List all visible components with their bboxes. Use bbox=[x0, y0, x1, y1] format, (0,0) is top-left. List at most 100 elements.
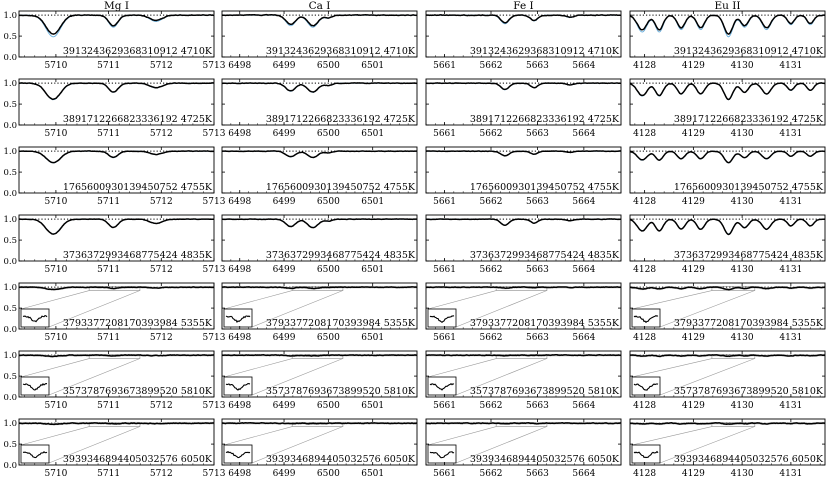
panel-frame bbox=[18, 282, 215, 330]
observed-spectrum bbox=[630, 354, 825, 358]
y-tick-label: 1.0 bbox=[3, 79, 17, 89]
x-tick-label: 5712 bbox=[150, 129, 173, 139]
observed-spectrum bbox=[630, 218, 825, 236]
x-tick-label: 4130 bbox=[731, 469, 754, 479]
star-label: 1765600930139450752 4755K bbox=[63, 182, 213, 193]
star-label: 3913243629368310912 4710K bbox=[266, 46, 416, 57]
star-label: 3891712266823336192 4725K bbox=[674, 114, 824, 125]
x-tick-label: 5712 bbox=[150, 469, 173, 479]
x-tick-label: 6501 bbox=[361, 333, 384, 343]
model-spectrum bbox=[19, 14, 214, 38]
x-tick-label: 4128 bbox=[633, 333, 656, 343]
panel-frame bbox=[18, 214, 215, 262]
panel-frame bbox=[425, 78, 622, 126]
panel-frame bbox=[629, 214, 826, 262]
y-tick-label: 0.5 bbox=[3, 440, 17, 450]
star-label: 3736372993468775424 4835K bbox=[470, 250, 620, 261]
zoom-inset-spectrum bbox=[429, 451, 455, 459]
star-label: 3891712266823336192 4725K bbox=[266, 114, 416, 125]
panel-r3-c1: 6498 6499 6500 6501 3736372993468775424 4835… bbox=[221, 214, 418, 275]
panel-frame bbox=[425, 282, 622, 330]
x-tick-label: 4130 bbox=[731, 265, 754, 275]
x-tick-label: 5713 bbox=[203, 401, 226, 411]
panel-r4-c2: 5661 5662 5663 5664 3793377208170393984 5355… bbox=[425, 282, 622, 343]
x-tick-label: 5661 bbox=[433, 197, 456, 207]
x-tick-label: 5664 bbox=[572, 265, 595, 275]
x-tick-label: 4128 bbox=[633, 265, 656, 275]
x-tick-label: 5710 bbox=[44, 197, 67, 207]
zoom-inset bbox=[223, 308, 253, 328]
panel-r0-c1: 6498 6499 6500 6501 3913243629368310912 4710… bbox=[221, 10, 418, 71]
zoom-inset-spectrum bbox=[225, 450, 251, 459]
x-tick-label: 5663 bbox=[526, 129, 549, 139]
x-tick-label: 5711 bbox=[97, 129, 120, 139]
x-tick-label: 5663 bbox=[526, 401, 549, 411]
zoom-inset bbox=[631, 308, 661, 328]
x-tick-label: 5664 bbox=[572, 197, 595, 207]
panel-frame bbox=[629, 350, 826, 398]
x-tick-label: 5710 bbox=[44, 129, 67, 139]
y-tick-label: 0.0 bbox=[3, 393, 17, 403]
panel-r1-c3: 4128 4129 4130 4131 3891712266823336192 4725… bbox=[629, 78, 826, 139]
x-tick-label: 6500 bbox=[317, 265, 340, 275]
zoom-inset-spectrum bbox=[429, 382, 455, 391]
x-tick-label: 5664 bbox=[572, 333, 595, 343]
x-tick-label: 5710 bbox=[44, 265, 67, 275]
zoom-inset bbox=[427, 376, 457, 396]
x-tick-label: 5664 bbox=[572, 61, 595, 71]
x-tick-label: 6499 bbox=[273, 129, 296, 139]
zoom-inset-spectrum bbox=[225, 383, 251, 391]
x-tick-label: 6498 bbox=[228, 61, 251, 71]
model-spectrum bbox=[426, 82, 621, 91]
observed-spectrum bbox=[19, 354, 214, 358]
zoom-connector-line bbox=[427, 426, 497, 446]
panel-frame bbox=[425, 214, 622, 262]
x-tick-label: 6499 bbox=[273, 469, 296, 479]
x-tick-label: 4128 bbox=[633, 61, 656, 71]
zoom-connector-line bbox=[48, 290, 141, 328]
x-tick-label: 5661 bbox=[433, 401, 456, 411]
zoom-connector-line bbox=[659, 290, 755, 328]
zoom-inset-spectrum bbox=[633, 383, 659, 391]
observed-spectrum bbox=[426, 82, 621, 91]
zoom-inset-spectrum bbox=[22, 314, 48, 323]
x-tick-label: 5712 bbox=[150, 265, 173, 275]
zoom-inset-spectrum bbox=[22, 383, 48, 391]
panel-frame bbox=[425, 10, 622, 58]
x-tick-label: 5664 bbox=[572, 401, 595, 411]
observed-spectrum bbox=[426, 286, 621, 289]
y-tick-label: 1.0 bbox=[3, 147, 17, 157]
x-tick-label: 4130 bbox=[731, 197, 754, 207]
observed-spectrum bbox=[630, 150, 825, 164]
zoom-connector-line bbox=[455, 426, 548, 464]
zoom-inset bbox=[427, 308, 457, 328]
star-label: 3573787693673899520 5810K bbox=[470, 386, 620, 397]
panel-frame bbox=[18, 350, 215, 398]
x-tick-label: 5711 bbox=[97, 401, 120, 411]
panel-frame bbox=[425, 146, 622, 194]
x-tick-label: 5713 bbox=[203, 265, 226, 275]
star-label: 1765600930139450752 4755K bbox=[674, 182, 824, 193]
x-tick-label: 6498 bbox=[228, 401, 251, 411]
x-tick-label: 4128 bbox=[633, 197, 656, 207]
x-tick-label: 4129 bbox=[682, 469, 705, 479]
y-tick-label: 0.0 bbox=[3, 121, 17, 131]
observed-spectrum bbox=[426, 218, 621, 226]
x-tick-label: 5711 bbox=[97, 61, 120, 71]
panel-r4-c1: 6498 6499 6500 6501 3793377208170393984 5355… bbox=[221, 282, 418, 343]
observed-spectrum bbox=[19, 286, 214, 291]
x-tick-label: 5713 bbox=[203, 333, 226, 343]
x-tick-label: 6501 bbox=[361, 129, 384, 139]
x-tick-label: 5662 bbox=[480, 333, 503, 343]
zoom-connector-line bbox=[48, 426, 141, 464]
x-tick-label: 5712 bbox=[150, 333, 173, 343]
star-label: 3913243629368310912 4710K bbox=[63, 46, 213, 57]
zoom-inset bbox=[631, 376, 661, 396]
zoom-connector-line bbox=[659, 358, 755, 396]
panel-r6-c0: 5710 5711 5712 5713 0.0 0.5 1.0 393934689440503… bbox=[3, 418, 226, 479]
panel-frame bbox=[629, 78, 826, 126]
y-tick-label: 0.0 bbox=[3, 461, 17, 471]
zoom-inset-spectrum bbox=[633, 314, 659, 324]
x-tick-label: 5662 bbox=[480, 129, 503, 139]
panel-r3-c3: 4128 4129 4130 4131 3736372993468775424 4835… bbox=[629, 214, 826, 275]
